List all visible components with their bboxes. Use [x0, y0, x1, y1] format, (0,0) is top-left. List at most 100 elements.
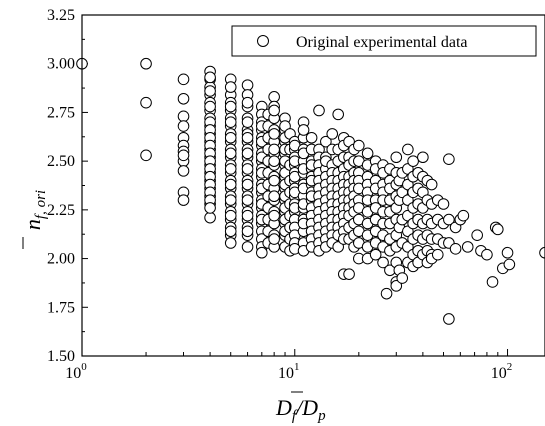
- data-point: [461, 241, 474, 253]
- x-tick-label: 101: [278, 361, 300, 382]
- data-point: [402, 143, 414, 156]
- data-point: [224, 209, 237, 222]
- data-point: [443, 153, 455, 165]
- data-point: [224, 178, 237, 191]
- y-tick-label: 3.00: [47, 56, 75, 73]
- data-point: [503, 258, 516, 271]
- data-point: [224, 100, 237, 113]
- legend: Original experimental data: [231, 25, 537, 57]
- data-point: [268, 190, 280, 203]
- data-point: [177, 92, 190, 105]
- y-tick-label: 2.75: [47, 104, 75, 121]
- data-point: [224, 237, 237, 249]
- data-point: [377, 256, 389, 269]
- data-point: [140, 96, 152, 109]
- y-tick-label: 1.50: [47, 348, 75, 365]
- data-point: [491, 223, 504, 236]
- data-point: [224, 163, 237, 175]
- data-point: [501, 246, 514, 259]
- data-point: [369, 248, 382, 261]
- y-tick-label: 2.25: [47, 202, 75, 219]
- legend-marker-circle: [257, 35, 269, 47]
- data-point: [241, 163, 254, 175]
- legend-box: [231, 25, 537, 57]
- data-point: [241, 178, 254, 191]
- x-axis-title: Df/Dp: [275, 395, 326, 424]
- data-point: [204, 100, 216, 113]
- y-tick-label: 2.00: [47, 251, 75, 268]
- x-tick-labels: 100 101 102: [65, 361, 512, 382]
- data-point: [539, 246, 545, 259]
- data-point: [268, 209, 280, 222]
- data-point: [224, 81, 237, 93]
- data-point: [204, 211, 216, 224]
- data-point: [241, 96, 254, 109]
- data-point: [177, 165, 190, 177]
- data-point: [241, 79, 254, 91]
- data-point: [256, 246, 268, 259]
- data-point: [204, 85, 216, 97]
- data-point: [361, 147, 374, 160]
- data-point: [326, 128, 339, 140]
- data-point: [313, 104, 325, 117]
- x-tick-label: 102: [491, 361, 513, 382]
- data-point: [396, 272, 409, 284]
- data-point: [417, 151, 429, 164]
- data-points: [76, 57, 545, 325]
- data-point: [332, 241, 344, 253]
- data-point: [481, 248, 493, 261]
- data-point: [343, 268, 355, 280]
- data-point: [443, 213, 455, 226]
- y-axis-title: nf, ori: [20, 190, 49, 230]
- data-point: [268, 174, 280, 187]
- y-tick-label: 2.50: [47, 153, 75, 170]
- data-point: [224, 147, 237, 160]
- data-point: [177, 149, 190, 162]
- data-point: [268, 143, 280, 156]
- data-point: [204, 202, 216, 214]
- data-point: [241, 131, 254, 144]
- data-point: [241, 116, 254, 128]
- data-point: [486, 276, 499, 288]
- data-point: [471, 229, 483, 241]
- data-point: [390, 151, 403, 164]
- data-point: [353, 139, 365, 152]
- data-point: [449, 243, 462, 255]
- data-point: [224, 116, 237, 128]
- data-point: [241, 147, 254, 160]
- data-point: [224, 131, 237, 144]
- data-point: [437, 198, 450, 210]
- legend-label: Original experimental data: [296, 34, 467, 51]
- data-point: [431, 248, 444, 261]
- data-point: [204, 71, 216, 84]
- data-point: [332, 108, 344, 121]
- data-point: [268, 91, 280, 103]
- data-point: [268, 233, 280, 245]
- data-point: [241, 194, 254, 206]
- data-point: [305, 131, 318, 144]
- data-point: [457, 209, 470, 222]
- y-tick-label: 3.25: [47, 7, 75, 24]
- data-point: [177, 120, 190, 132]
- data-point: [407, 155, 419, 167]
- data-point: [320, 135, 332, 148]
- data-point: [224, 225, 237, 238]
- data-point: [425, 178, 438, 191]
- x-tick-label: 100: [65, 361, 87, 382]
- y-tick-labels: 1.50 1.75 2.00 2.25 2.50 2.75 3.00 3.25: [47, 7, 75, 365]
- data-point: [177, 194, 190, 206]
- data-point: [140, 149, 152, 162]
- data-point: [241, 241, 254, 253]
- data-point: [140, 57, 152, 70]
- data-point: [224, 194, 237, 206]
- plot-frame: [81, 14, 545, 357]
- data-point: [268, 155, 280, 167]
- data-point: [268, 104, 280, 117]
- data-point: [390, 280, 403, 292]
- data-point: [297, 124, 310, 136]
- data-point: [177, 73, 190, 86]
- data-point: [380, 287, 393, 300]
- data-point: [268, 128, 280, 140]
- data-point: [241, 225, 254, 238]
